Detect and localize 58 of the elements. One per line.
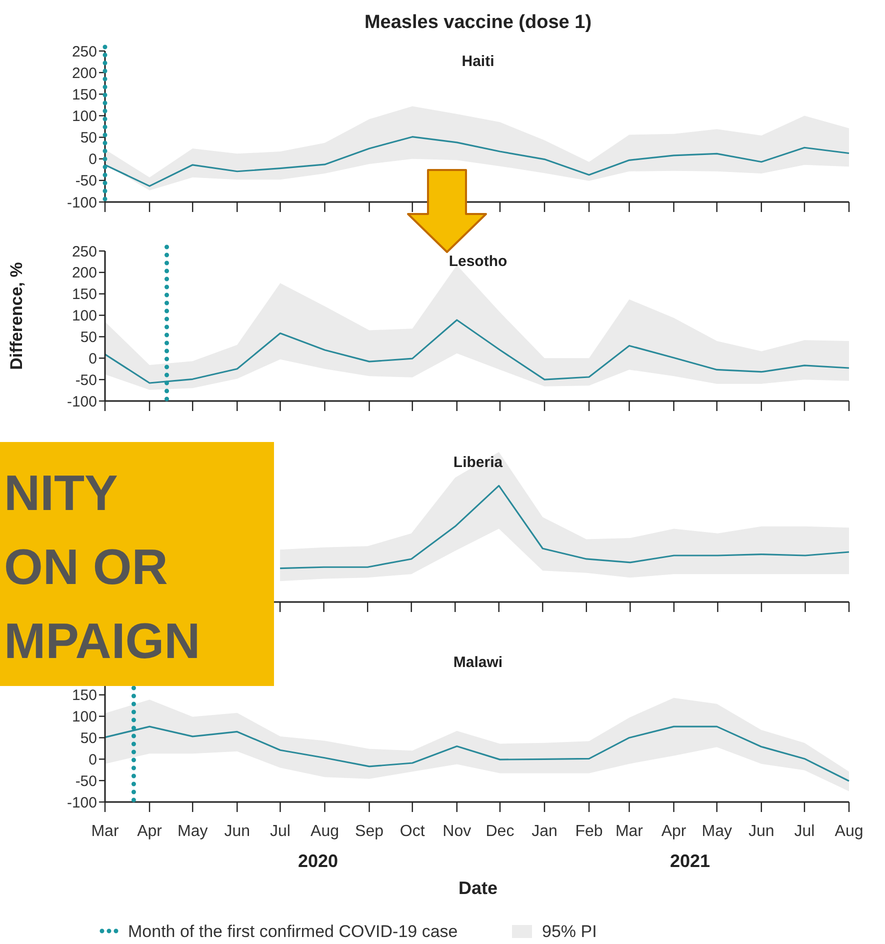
x-tick-label: Jan [532,823,558,840]
y-tick-label: -100 [66,194,97,212]
y-tick-label: 0 [88,151,97,168]
line-series [104,136,850,187]
y-tick-label: 200 [72,264,97,282]
chart-subtitle: Haiti [462,53,494,70]
y-tick-label: 250 [72,43,97,60]
x-tick-label: Dec [486,823,514,840]
x-tick-label: Apr [137,823,163,840]
text: 2020 [298,851,338,871]
annotation: NITY [4,465,118,521]
x-tick-label: Feb [575,823,603,840]
chart-title: Lesotho [448,253,508,270]
annotation: MPAIGN [4,613,200,669]
line-series [104,726,850,782]
y-tick-label: -50 [75,372,97,389]
x-tick-label: Nov [442,823,472,840]
x-tick-label: Mar [615,823,644,840]
x-tick-label: Jun [224,823,250,840]
chart-title: Malawi [453,654,503,671]
x-tick-label: May [177,823,208,840]
y-tick-label: 150 [72,286,97,304]
y-tick-label: -50 [75,772,97,790]
y-tick-label: 100 [72,308,97,325]
x-tick-label: Mar [91,823,120,840]
line-series [104,319,850,384]
chart-title: Liberia [453,454,504,471]
x-tick-label: Apr [661,823,687,840]
y-axis-title: Difference, % [7,262,26,370]
y-tick-label: 50 [80,730,97,747]
y-tick-label: 150 [72,687,97,704]
x-tick-label: Aug [310,823,339,840]
y-tick-label: 100 [72,708,97,726]
x-tick-label: Aug [834,823,864,840]
x-axis-title: Date [458,878,498,898]
y-tick-label: 50 [80,130,97,147]
annotation: ON OR [4,539,168,595]
y-tick-label: 250 [72,243,97,260]
y-tick-label: 50 [80,328,97,346]
y-tick-label: -100 [66,393,97,410]
x-tick-label: Jul [270,823,290,840]
y-tick-label: 100 [72,108,97,125]
chart-title: Measles vaccine (dose 1) [364,12,592,33]
x-tick-label: May [702,823,732,840]
y-tick-label: 0 [88,350,97,368]
y-tick-label: 200 [72,64,97,82]
y-tick-label: -100 [66,794,97,812]
x-tick-label: Jun [748,823,774,840]
y-tick-label: 0 [88,751,97,768]
x-tick-label: Sep [355,823,384,840]
y-tick-label: 150 [72,86,97,104]
text: 2021 [670,851,710,871]
text: 95% PI [542,922,597,941]
y-tick-label: -50 [75,172,97,190]
x-tick-label: Oct [400,823,426,840]
label-box: NITY ON OR MPAIGN [0,442,274,686]
legend-label: Month of the first confirmed COVID-19 case [128,922,458,941]
x-tick-label: Jul [794,823,815,840]
